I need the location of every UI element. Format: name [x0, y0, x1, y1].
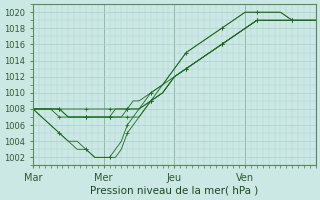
X-axis label: Pression niveau de la mer( hPa ): Pression niveau de la mer( hPa ) — [90, 186, 259, 196]
